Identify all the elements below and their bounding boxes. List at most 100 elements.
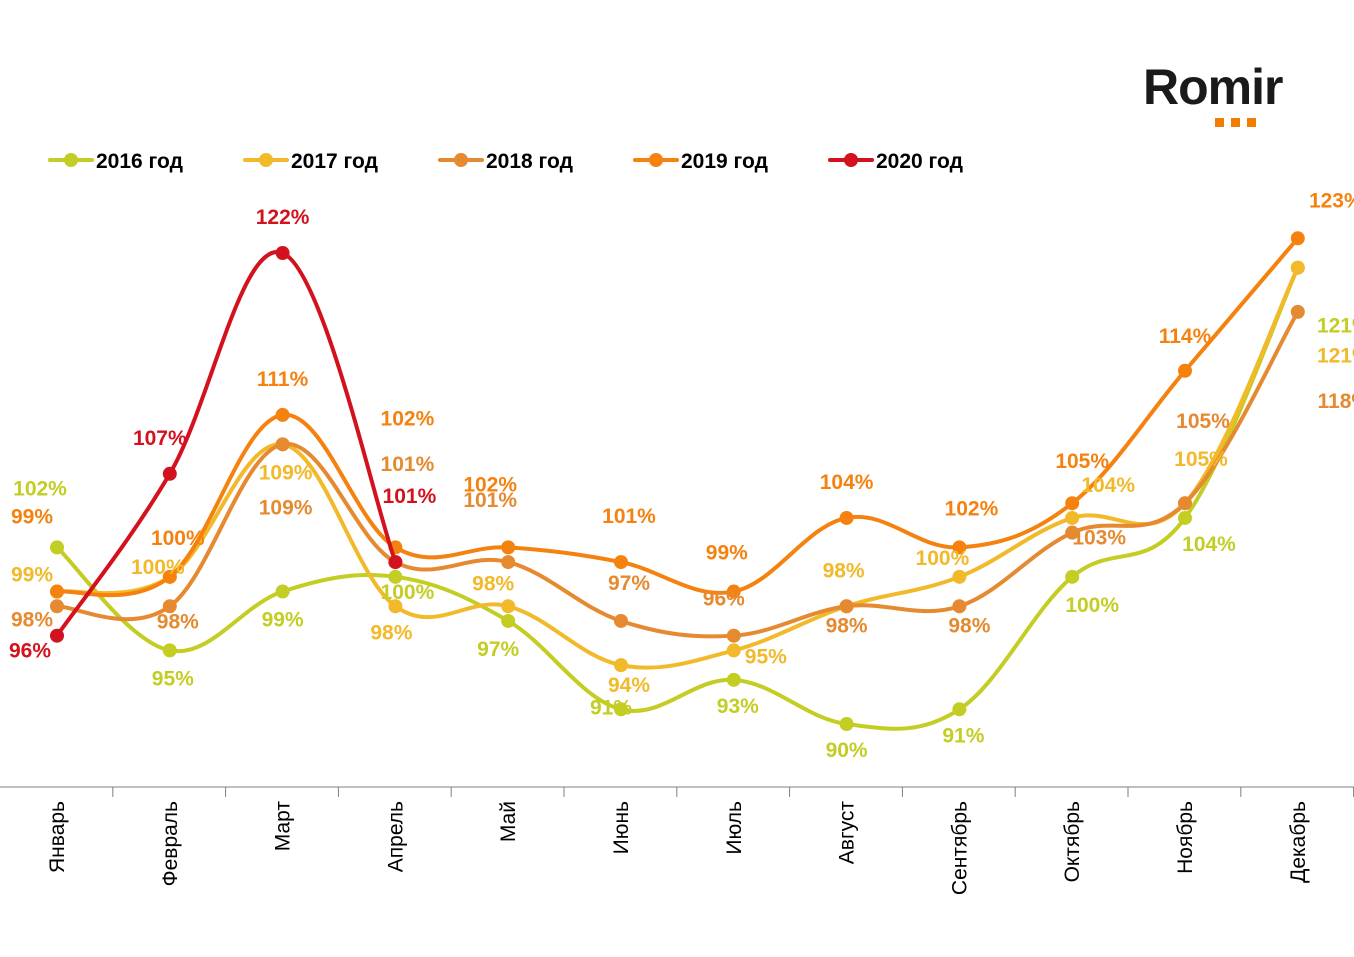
data-label: 121% [1317, 345, 1354, 368]
logo-dot [1215, 118, 1224, 127]
data-point [275, 407, 290, 422]
data-label: 111% [257, 368, 309, 391]
data-point [1178, 510, 1192, 525]
legend-entry: 2018 год [486, 150, 573, 173]
data-point [726, 672, 741, 687]
logo-text: Romir [1143, 59, 1283, 115]
data-point [1065, 569, 1080, 584]
data-point [1065, 496, 1080, 511]
data-point [162, 599, 177, 614]
data-label: 100% [916, 547, 970, 570]
data-label: 105% [1174, 448, 1228, 471]
data-label: 97% [608, 572, 650, 595]
series-line [55, 309, 1300, 639]
legend-entry: 2020 год [876, 150, 963, 173]
data-label: 93% [717, 695, 759, 718]
data-point [1290, 260, 1305, 275]
legend-marker [649, 153, 663, 167]
x-tick-label: Август [836, 801, 859, 865]
data-point [275, 437, 290, 452]
series-line [55, 265, 1300, 670]
data-label: 90% [826, 739, 868, 762]
data-label: 99% [706, 542, 748, 565]
data-label: 107% [133, 427, 187, 450]
x-tick-label: Апрель [384, 801, 407, 872]
data-point [50, 540, 64, 555]
data-label: 104% [820, 471, 874, 494]
x-tick-label: Май [497, 801, 520, 842]
legend-marker [454, 153, 468, 167]
data-label: 104% [1081, 474, 1135, 497]
data-label: 102% [381, 407, 435, 430]
data-label: 118% [1318, 390, 1354, 413]
data-label: 109% [259, 496, 313, 519]
data-label: 99% [11, 506, 53, 529]
x-tick-label: Январь [46, 801, 69, 873]
data-point [726, 584, 741, 599]
data-label: 98% [11, 608, 53, 631]
data-point [388, 569, 403, 584]
data-label: 122% [256, 206, 310, 229]
data-label: 96% [703, 588, 745, 611]
data-label: 121% [1317, 315, 1354, 338]
data-label: 94% [608, 674, 650, 697]
data-point [501, 555, 516, 570]
data-point [275, 584, 290, 599]
data-label: 96% [9, 640, 51, 663]
data-label: 98% [823, 559, 865, 582]
data-point [1290, 231, 1305, 246]
data-point [614, 613, 628, 628]
logo-dot [1247, 118, 1256, 127]
data-label: 98% [370, 621, 412, 644]
data-point [388, 599, 403, 614]
data-label: 100% [151, 527, 205, 550]
data-point [726, 643, 741, 658]
x-tick-label: Октябрь [1061, 801, 1084, 882]
data-point [952, 569, 967, 584]
data-point [839, 717, 854, 731]
data-point [1178, 496, 1192, 511]
legend-entry: 2019 год [681, 150, 768, 173]
legend-marker [259, 153, 273, 167]
data-label: 98% [472, 572, 514, 595]
data-point [1065, 510, 1080, 525]
data-label: 98% [826, 614, 868, 637]
data-point [614, 702, 628, 717]
logo-dots [1215, 114, 1263, 132]
data-label: 102% [13, 477, 67, 500]
data-point [1290, 304, 1305, 319]
data-point [162, 643, 177, 658]
data-label: 99% [11, 564, 53, 587]
data-label: 100% [131, 556, 185, 579]
data-point [614, 658, 628, 673]
data-label: 91% [590, 696, 632, 719]
x-tick-label: Ноябрь [1174, 801, 1197, 874]
data-point [1178, 363, 1192, 378]
data-point [726, 628, 741, 643]
x-tick-label: Сентябрь [948, 801, 971, 895]
data-label: 100% [381, 581, 435, 604]
data-label: 102% [945, 497, 999, 520]
series-line [55, 250, 398, 638]
data-label: 102% [463, 473, 517, 496]
data-label: 97% [477, 638, 519, 661]
data-point [50, 628, 64, 643]
legend-marker [64, 153, 78, 167]
x-tick-label: Июнь [610, 801, 633, 854]
data-label: 101% [602, 505, 656, 528]
data-label: 95% [745, 645, 787, 668]
legend-entry: 2016 год [96, 150, 183, 173]
data-point [50, 599, 64, 614]
romir-logo: Romir [1143, 62, 1303, 132]
data-label: 104% [1182, 533, 1236, 556]
data-point [162, 466, 177, 481]
data-label: 95% [152, 667, 194, 690]
data-label: 105% [1055, 450, 1109, 473]
data-label: 103% [1072, 527, 1126, 550]
legend-marker [844, 153, 858, 167]
data-label: 101% [463, 489, 517, 512]
data-label: 123% [1309, 189, 1354, 212]
series-line [55, 236, 1300, 598]
data-point [1065, 525, 1080, 540]
